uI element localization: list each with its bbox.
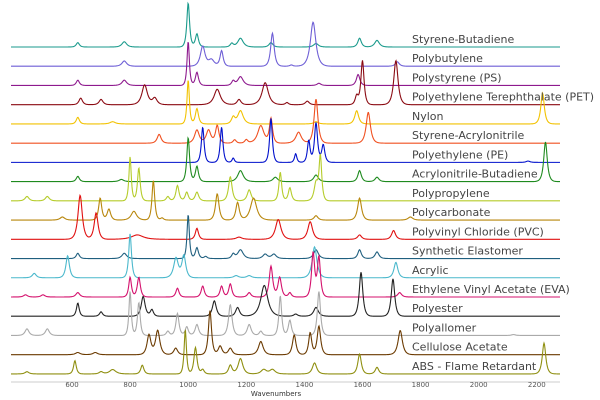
- trace-styrene-butadiene: [11, 1, 560, 48]
- x-tick-label: 800: [123, 381, 136, 389]
- series-label: Styrene-Acrylonitrile: [412, 129, 524, 142]
- series-label: Polyallomer: [412, 321, 477, 334]
- series-label: Polyvinyl Chloride (PVC): [412, 225, 544, 238]
- trace-acrylic: [11, 233, 560, 279]
- trace-polyethylene-pe: [11, 118, 560, 163]
- series-labels: Styrene-Butadiene Polybutylene Polystyrene…: [412, 33, 594, 373]
- spectra-traces: [11, 1, 560, 375]
- trace-polystyrene-ps: [11, 41, 560, 87]
- series-label: Polyethylene (PE): [412, 148, 508, 161]
- trace-polyester: [11, 272, 560, 317]
- series-label: Synthetic Elastomer: [412, 245, 523, 258]
- trace-nylon: [11, 80, 560, 125]
- trace-polycarbonate: [11, 180, 560, 221]
- series-label: Polyethylene Terephthalate (PET): [412, 91, 594, 104]
- series-label: Polybutylene: [412, 52, 483, 65]
- x-tick-label: 1400: [295, 381, 313, 389]
- trace-styrene-acrylonitrile: [11, 98, 560, 144]
- trace-acrylonitrile-butadiene: [11, 136, 560, 183]
- series-label: Polycarbonate: [412, 206, 491, 219]
- trace-ethylene-vinyl-acetate-eva: [11, 251, 560, 298]
- trace-polyethylene-terephthalate-pet: [11, 59, 560, 106]
- series-label: Nylon: [412, 110, 444, 123]
- series-label: Cellulose Acetate: [412, 341, 508, 354]
- x-tick-label: 1200: [237, 381, 255, 389]
- x-tick-label: 1000: [179, 381, 197, 389]
- trace-polyallomer: [11, 291, 560, 336]
- trace-polypropylene: [11, 153, 560, 202]
- series-label: Acrylic: [412, 264, 449, 277]
- series-label: Polystyrene (PS): [412, 72, 502, 85]
- x-tick-label: 1600: [354, 381, 372, 389]
- x-axis-title: Wavenumbers: [251, 390, 302, 398]
- trace-abs-flame-retardant: [11, 329, 560, 375]
- trace-polyvinyl-chloride-pvc: [11, 193, 560, 240]
- series-label: Polypropylene: [412, 187, 490, 200]
- series-label: Polyester: [412, 302, 463, 315]
- x-tick-label: 2000: [470, 381, 488, 389]
- x-tick-label: 600: [65, 381, 78, 389]
- series-label: Styrene-Butadiene: [412, 33, 515, 46]
- x-tick-label: 1800: [412, 381, 430, 389]
- trace-synthetic-elastomer: [11, 215, 560, 260]
- trace-cellulose-acetate: [11, 310, 560, 356]
- series-label: Ethylene Vinyl Acetate (EVA): [412, 283, 570, 296]
- x-axis-ticks: 600 800 1000 1200 1400 1600 1800 2000 2200: [65, 381, 545, 389]
- series-label: Acrylonitrile-Butadiene: [412, 168, 538, 181]
- series-label: ABS - Flame Retardant: [412, 360, 537, 373]
- x-tick-label: 2200: [528, 381, 546, 389]
- trace-polybutylene: [11, 21, 560, 67]
